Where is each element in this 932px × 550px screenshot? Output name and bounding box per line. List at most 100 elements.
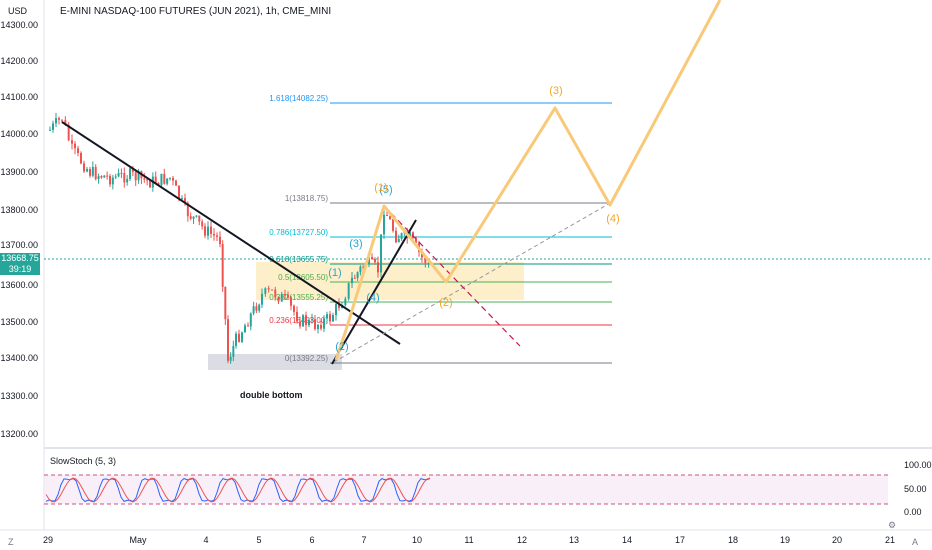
uptrend-line[interactable]	[331, 219, 417, 365]
candle-body	[131, 168, 134, 173]
candle-body	[189, 216, 192, 219]
candle-body	[317, 324, 319, 330]
wave-label: (4)	[606, 213, 619, 225]
candle-body	[137, 171, 140, 181]
candle-body	[395, 230, 397, 243]
candle-body	[117, 173, 120, 177]
time-tick: 14	[622, 535, 632, 545]
time-tick: 29	[43, 535, 53, 545]
price-tick: 14200.00	[0, 56, 38, 66]
support-zone	[256, 262, 524, 300]
candle-body	[392, 219, 394, 231]
candle-body	[383, 214, 385, 235]
candle-body	[61, 119, 63, 121]
time-tick: 12	[517, 535, 527, 545]
candle-body	[181, 198, 183, 200]
double-bottom-label: double bottom	[240, 390, 303, 400]
candle-body	[290, 297, 292, 306]
candle-body	[86, 168, 88, 172]
time-tick: 13	[569, 535, 579, 545]
candle-body	[249, 313, 252, 327]
price-tick: 13500.00	[0, 317, 38, 327]
candle-body	[64, 120, 67, 125]
candle-body	[83, 163, 85, 172]
time-tick: 11	[464, 535, 473, 545]
candle-body	[49, 129, 51, 131]
candle-body	[277, 297, 280, 302]
auto-scale-button[interactable]: A	[912, 537, 919, 547]
channel-line[interactable]	[333, 201, 613, 363]
candle-body	[229, 356, 232, 361]
wave-label: (2)	[439, 297, 452, 309]
candle-body	[67, 124, 70, 141]
candle-body	[311, 319, 313, 321]
time-tick: 17	[675, 535, 685, 545]
candle-body	[143, 178, 146, 180]
candle-body	[299, 321, 301, 327]
downtrend-line[interactable]	[61, 121, 401, 345]
time-tick: 5	[256, 535, 261, 545]
wave-label: (3)	[349, 238, 362, 250]
stochastic-title: SlowStoch (5, 3)	[50, 456, 117, 466]
elliott-projection-path[interactable]	[334, 0, 722, 361]
gear-icon[interactable]: ⚙	[888, 520, 897, 530]
time-tick: May	[129, 535, 147, 545]
fib-label: 0.786(13727.50)	[269, 228, 328, 237]
fib-label: 1(13818.75)	[285, 194, 328, 203]
candle-body	[198, 215, 201, 222]
price-tick: 14100.00	[0, 92, 38, 102]
price-tick: 14300.00	[0, 20, 38, 30]
candle-body	[134, 172, 137, 181]
time-tick: 19	[780, 535, 790, 545]
stoch-axis-label: 0.00	[904, 507, 922, 517]
candle-body	[123, 173, 126, 183]
candle-body	[195, 215, 198, 217]
price-tick: 13300.00	[0, 391, 38, 401]
price-axis: 14300.00 14200.00 14100.00 14000.00 1390…	[0, 0, 45, 530]
candle-body	[80, 152, 82, 164]
candle-body	[409, 232, 411, 239]
candle-body	[163, 173, 166, 184]
fibonacci-retracement[interactable]: 1.618(14082.25) 1(13818.75) 0.786(13727.…	[269, 94, 612, 364]
candle-body	[172, 177, 174, 181]
projected-decline-line[interactable]	[383, 205, 521, 347]
candle-body	[52, 123, 54, 130]
candle-body	[238, 333, 240, 342]
candle-body	[264, 288, 267, 294]
candle-body	[103, 175, 106, 178]
candle-body	[219, 236, 221, 245]
candle-body	[296, 311, 298, 322]
candle-body	[184, 198, 186, 204]
candle-body	[207, 226, 209, 236]
candle-body	[287, 294, 289, 298]
candle-body	[91, 166, 94, 176]
candle-body	[252, 306, 255, 314]
candle-body	[201, 221, 204, 227]
stochastic-pane[interactable]: 100.00 50.00 0.00	[44, 460, 932, 517]
candle-body	[400, 233, 403, 239]
auto-scale-toggle[interactable]: Z	[8, 537, 14, 547]
currency-label[interactable]: USD	[8, 6, 28, 16]
last-price-badge: 13668.75 39:19	[0, 253, 40, 275]
stoch-d-line	[45, 477, 431, 503]
double-bottom-zone	[208, 354, 342, 370]
wave-label: (4)	[366, 292, 379, 304]
last-price-value: 13668.75	[1, 253, 39, 263]
wave-label: (1)	[374, 182, 387, 194]
stoch-axis-label: 50.00	[904, 484, 927, 494]
candle-body	[380, 234, 382, 273]
candle-body	[261, 293, 263, 305]
wave-label: (1)	[328, 267, 341, 279]
candle-body	[58, 118, 60, 120]
candle-body	[397, 238, 400, 243]
candle-body	[280, 294, 283, 302]
time-tick: 21	[885, 535, 895, 545]
candle-body	[77, 148, 79, 153]
candle-body	[320, 324, 322, 329]
candle-body	[114, 176, 117, 178]
candle-body	[386, 214, 388, 216]
candle-body	[178, 185, 180, 199]
candle-body	[216, 235, 218, 237]
candle-body	[427, 262, 430, 264]
